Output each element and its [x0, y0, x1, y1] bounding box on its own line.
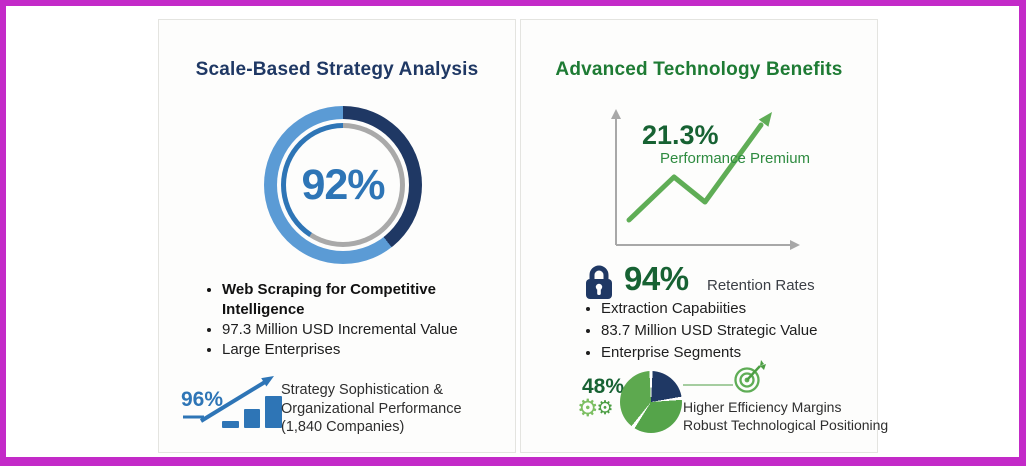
connector-line: [683, 384, 733, 386]
bullet-strategic-value: 83.7 Million USD Strategic Value: [601, 321, 818, 341]
efficiency-caption: Higher Efficiency Margins Robust Technol…: [683, 399, 888, 434]
bullet-web-scraping: Web Scraping for Competitive Intelligenc…: [222, 280, 474, 320]
growth-stat-value: 96%: [181, 388, 224, 411]
donut-chart: 92%: [264, 106, 422, 264]
gears-icon: ⚙⚙: [577, 396, 616, 420]
growth-caption-line3: (1,840 Companies): [281, 419, 405, 435]
efficiency-value: 48%: [582, 375, 625, 398]
left-panel-title: Scale-Based Strategy Analysis: [195, 59, 479, 80]
target-icon: [734, 360, 766, 393]
growth-stat-caption: Strategy Sophistication & Organizational…: [281, 381, 462, 437]
bullet-enterprise-segments: Enterprise Segments: [601, 343, 818, 363]
right-panel-title: Advanced Technology Benefits: [555, 59, 843, 80]
retention-label: Retention Rates: [707, 277, 815, 294]
donut-hole: 92%: [286, 128, 400, 242]
bullet-large-enterprises: Large Enterprises: [222, 340, 474, 360]
trend-label: Performance Premium: [660, 150, 811, 167]
left-bullet-list: Web Scraping for Competitive Intelligenc…: [204, 280, 474, 360]
trend-value: 21.3%: [642, 120, 719, 150]
efficiency-caption-line2: Robust Technological Positioning: [683, 416, 889, 433]
pie-chart: [620, 371, 682, 433]
bullet-extraction: Extraction Capabiities: [601, 299, 818, 319]
efficiency-caption-line1: Higher Efficiency Margins: [683, 399, 842, 415]
growth-caption-line2: Organizational Performance: [281, 400, 462, 417]
growth-caption-line1: Strategy Sophistication &: [281, 382, 444, 398]
gear-icon: ⚙: [596, 397, 614, 419]
donut-center-value: 92%: [301, 160, 385, 209]
bar-growth-icon: [183, 376, 282, 428]
trend-line-chart: [611, 109, 800, 250]
retention-value: 94%: [624, 260, 689, 297]
lock-icon: [586, 265, 612, 299]
right-bullet-list: Extraction Capabiities 83.7 Million USD …: [585, 299, 818, 365]
right-card-technology-benefits: Advanced Technology Benefits 21.3% Perfo…: [520, 19, 888, 453]
bullet-incremental-value: 97.3 Million USD Incremental Value: [222, 320, 474, 340]
gear-icon: ⚙: [577, 394, 599, 422]
left-card-scale-strategy: Scale-Based Strategy Analysis 92% Web Sc…: [158, 19, 516, 453]
